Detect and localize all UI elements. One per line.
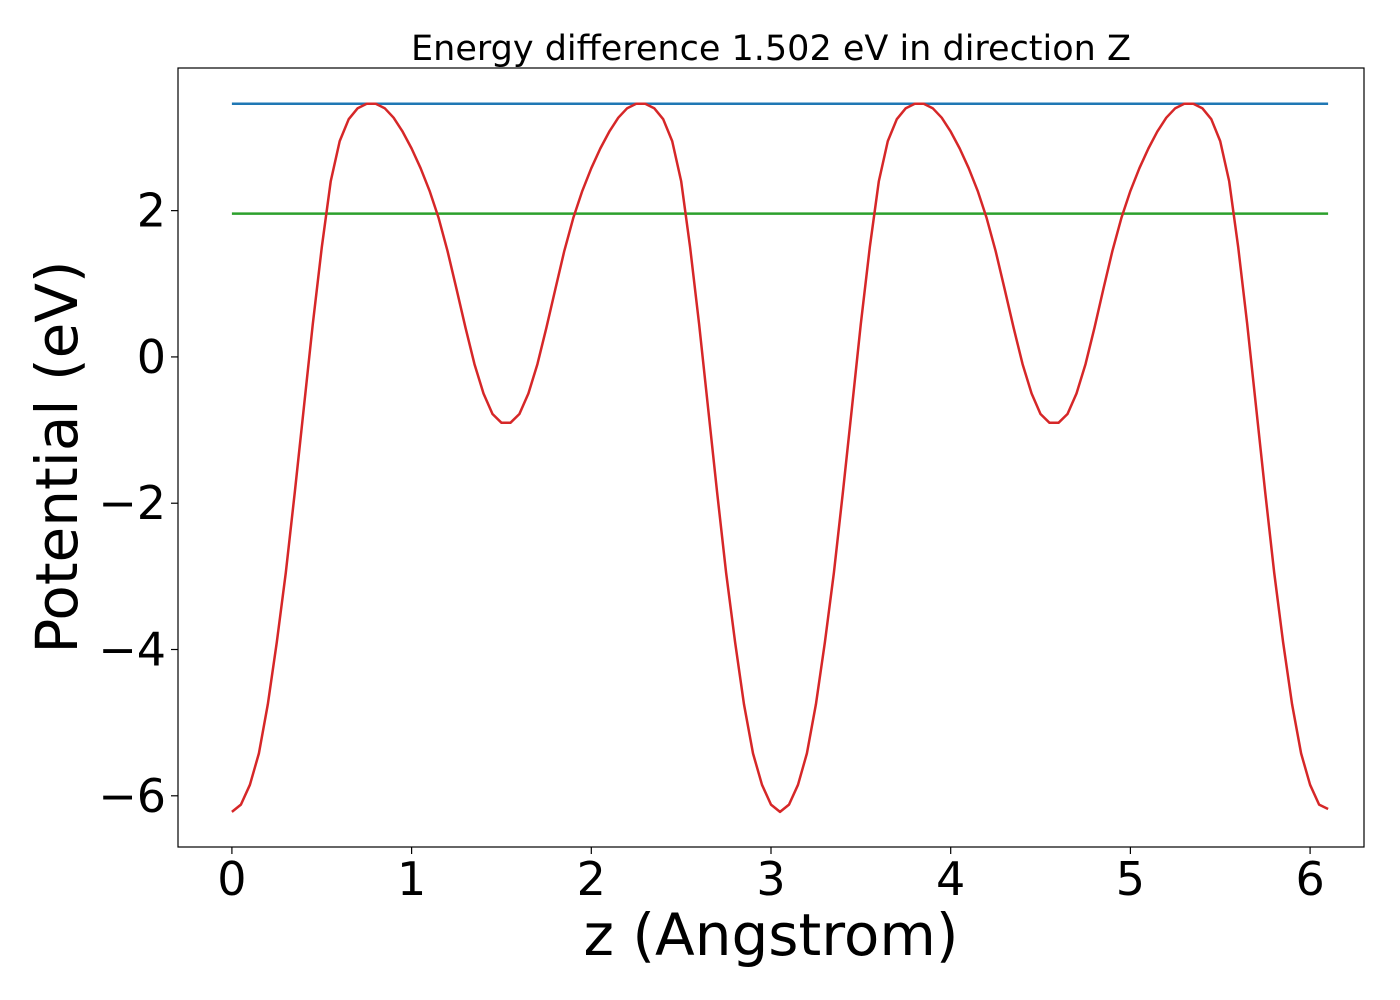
y-tick-label: 0 (137, 330, 166, 384)
x-tick-label: 5 (1116, 852, 1145, 906)
x-tick-label: 1 (397, 852, 426, 906)
x-tick-label: 4 (936, 852, 965, 906)
chart-title: Energy difference 1.502 eV in direction … (411, 29, 1131, 69)
y-axis-ticks: −6 −4 −2 0 2 (98, 184, 178, 823)
x-axis-label: z (Angstrom) (584, 901, 959, 969)
potential-curve (231, 102, 1329, 814)
x-tick-label: 0 (217, 852, 246, 906)
y-tick-label: −4 (98, 623, 166, 677)
x-tick-label: 3 (756, 852, 785, 906)
y-tick-label: −2 (98, 476, 166, 530)
y-tick-label: −6 (98, 769, 166, 823)
x-axis-ticks: 0 1 2 3 4 5 6 (217, 847, 1325, 906)
y-tick-label: 2 (137, 184, 166, 238)
x-tick-label: 6 (1295, 852, 1324, 906)
series-layer (231, 102, 1329, 814)
x-tick-label: 2 (577, 852, 606, 906)
y-axis-label: Potential (eV) (23, 260, 91, 653)
